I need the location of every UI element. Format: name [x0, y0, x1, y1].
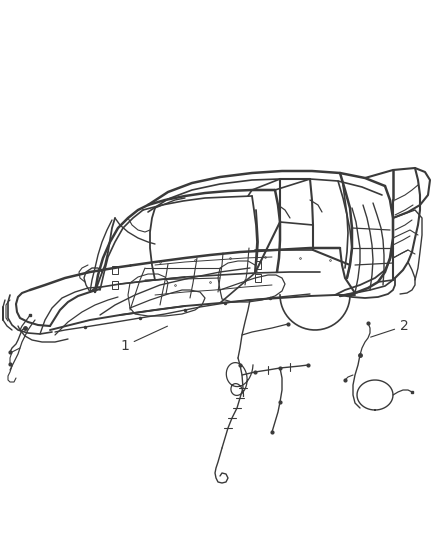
Text: 1: 1: [120, 326, 167, 353]
Bar: [112, 266, 118, 274]
Bar: [255, 274, 261, 282]
Text: 2: 2: [371, 319, 409, 337]
Bar: [255, 261, 261, 269]
Bar: [112, 281, 118, 289]
